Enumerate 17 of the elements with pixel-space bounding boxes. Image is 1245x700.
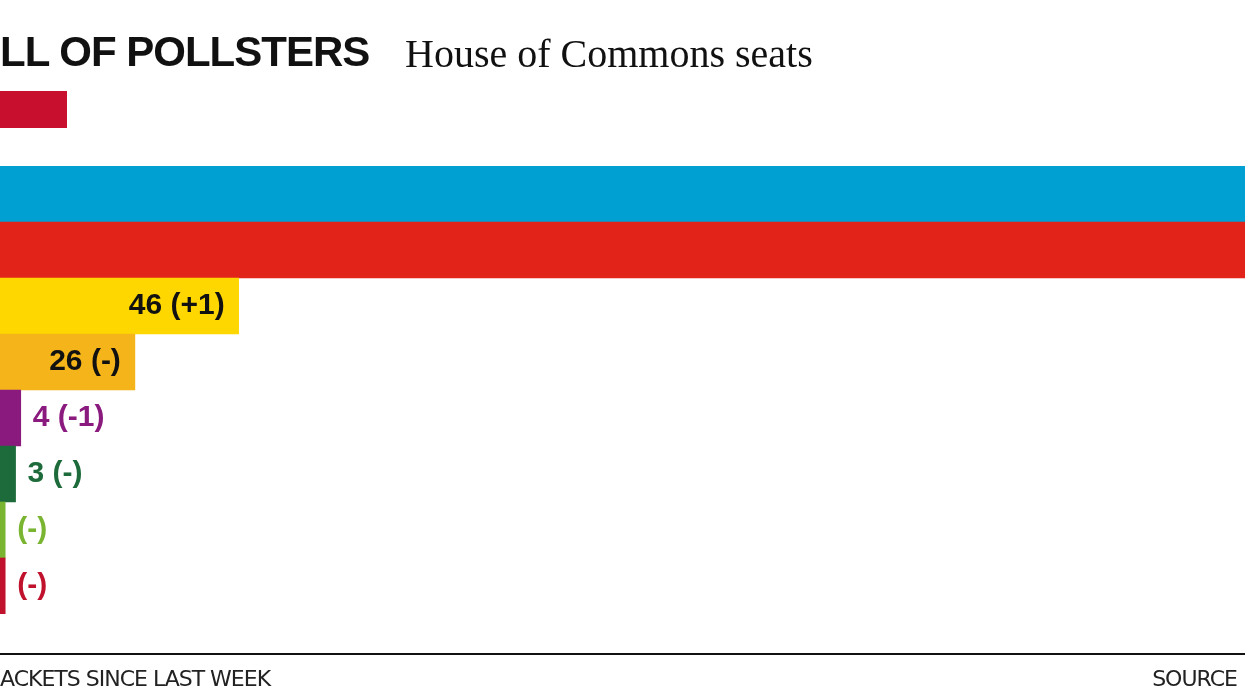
text: ACKETS SINCE LAST WEEK <box>0 666 271 691</box>
text: SOURCE <box>1152 666 1237 691</box>
bar <box>0 445 16 503</box>
data-label: 26 (-) <box>49 343 121 377</box>
bar <box>0 166 1245 223</box>
data-label: 3 (-) <box>27 455 83 489</box>
bar <box>0 501 6 559</box>
bar <box>0 389 22 447</box>
bar <box>0 221 1245 279</box>
data-label: 4 (-1) <box>32 399 105 433</box>
bar <box>0 557 6 614</box>
data-label: (-) <box>17 511 48 545</box>
bar <box>0 277 239 335</box>
data-label: 46 (+1) <box>128 287 225 321</box>
chart-title: LL OF POLLSTERS <box>0 28 370 76</box>
chart-subtitle: House of Commons seats <box>405 30 813 77</box>
data-label: (-) <box>17 567 48 601</box>
